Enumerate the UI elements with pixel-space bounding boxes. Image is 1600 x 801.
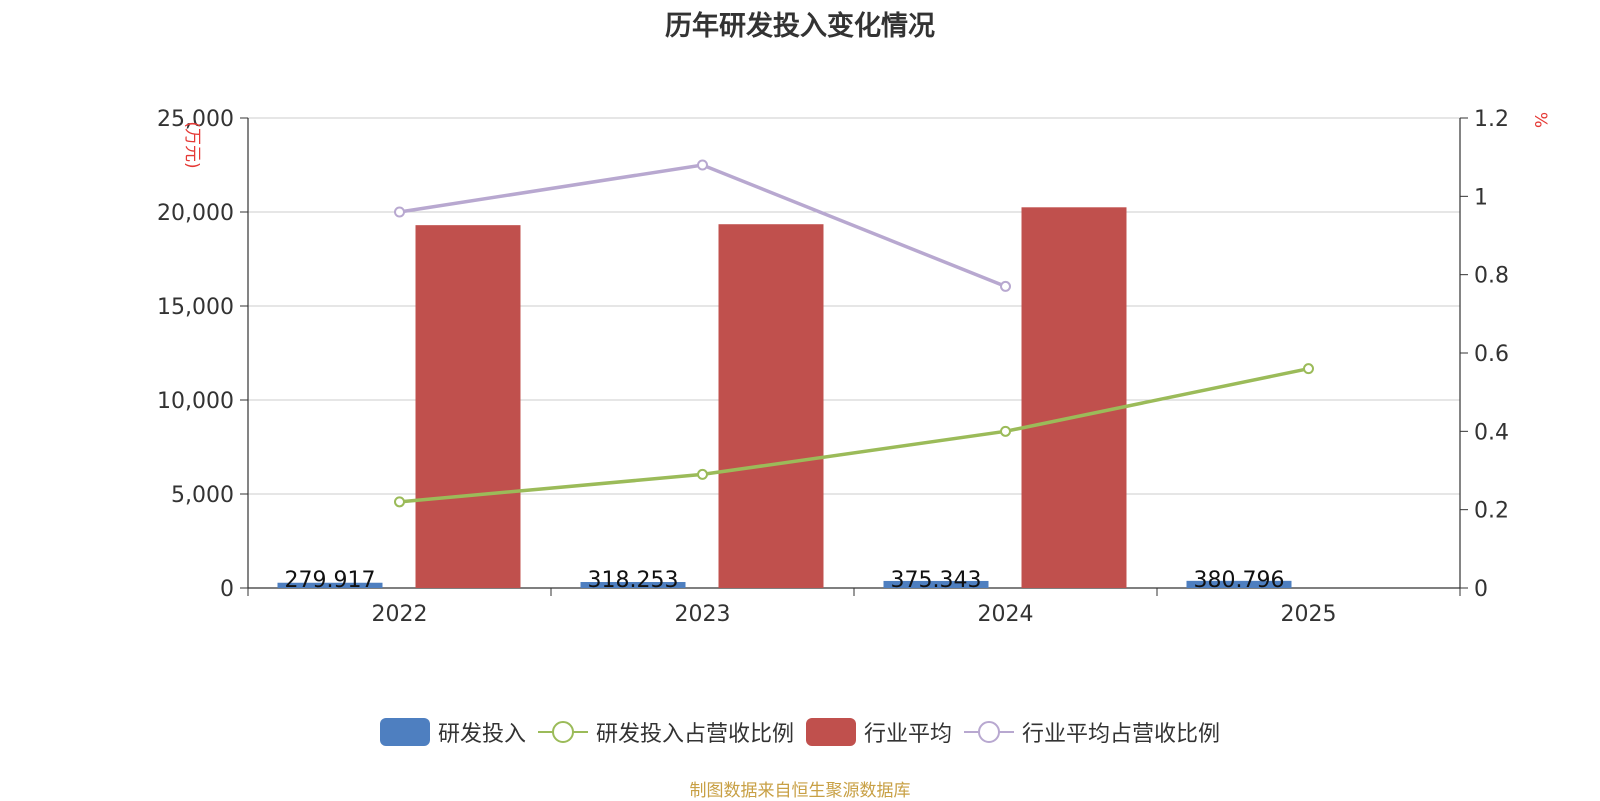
x-tick-label: 2025 [1281, 602, 1337, 627]
y-right-tick-label: 0.2 [1474, 499, 1509, 524]
legend-item-industry-average[interactable]: 行业平均 [806, 716, 952, 748]
bar-rd-investment [580, 582, 686, 588]
legend-label-rd-investment: 研发投入 [437, 722, 526, 747]
bar-data-label: 318.253 [588, 568, 679, 593]
bar-industry-average [718, 224, 824, 588]
legend-label-rd-ratio: 研发投入占营收比例 [595, 722, 794, 747]
y-left-tick-label: 5,000 [171, 483, 234, 508]
y-right-tick-label: 0.6 [1474, 342, 1509, 367]
point-industry-ratio [697, 159, 708, 171]
y-left-axis-label: (万元) [182, 121, 202, 168]
y-left-tick-label: 0 [220, 577, 234, 602]
legend-swatch-rd-investment [379, 718, 430, 746]
y-right-axis-label: % [1530, 112, 1550, 128]
legend-item-rd-ratio[interactable]: 研发投入占营收比例 [537, 716, 794, 748]
y-right-tick-label: 0 [1474, 577, 1488, 602]
bar-data-label: 380.796 [1194, 568, 1285, 593]
data-source-note: 制图数据来自恒生聚源数据库 [689, 781, 911, 801]
y-right-tick-label: 0.4 [1474, 420, 1509, 445]
bar-data-label: 279.917 [285, 568, 376, 593]
bar-industry-average [415, 225, 521, 588]
legend-label-industry-average: 行业平均 [864, 722, 953, 747]
legend-item-industry-ratio[interactable]: 行业平均占营收比例 [964, 716, 1220, 748]
point-industry-ratio [394, 206, 405, 218]
point-industry-ratio [1000, 280, 1011, 292]
y-left-tick-label: 10,000 [157, 389, 234, 414]
bar-industry-average [1021, 207, 1127, 589]
y-left-tick-label: 20,000 [157, 201, 234, 226]
point-rd-ratio [697, 468, 708, 480]
bar-rd-investment [277, 582, 383, 588]
legend-swatch-rd-ratio [537, 721, 588, 743]
legend: 研发投入 研发投入占营收比例 行业平均 行业平均占营收比例 [0, 716, 1600, 748]
y-left-tick-label: 25,000 [157, 107, 234, 132]
y-right-tick-label: 1 [1474, 185, 1488, 210]
x-tick-label: 2022 [372, 602, 428, 627]
legend-swatch-industry-ratio [964, 721, 1015, 743]
y-left-tick-label: 15,000 [157, 295, 234, 320]
legend-item-rd-investment[interactable]: 研发投入 [379, 716, 526, 748]
chart-title: 历年研发投入变化情况 [665, 11, 935, 42]
point-rd-ratio [394, 496, 405, 508]
point-rd-ratio [1000, 425, 1011, 437]
bar-data-label: 375.343 [891, 568, 982, 593]
y-right-tick-label: 1.2 [1474, 107, 1509, 132]
x-tick-label: 2023 [675, 602, 731, 627]
legend-swatch-industry-average [806, 718, 856, 746]
bar-rd-investment [883, 580, 989, 588]
y-right-tick-label: 0.8 [1474, 264, 1509, 289]
legend-label-industry-ratio: 行业平均占营收比例 [1022, 722, 1221, 747]
line-rd-ratio [399, 366, 1309, 504]
bar-rd-investment [1186, 580, 1292, 588]
x-tick-label: 2024 [978, 602, 1034, 627]
point-rd-ratio [1303, 363, 1314, 375]
